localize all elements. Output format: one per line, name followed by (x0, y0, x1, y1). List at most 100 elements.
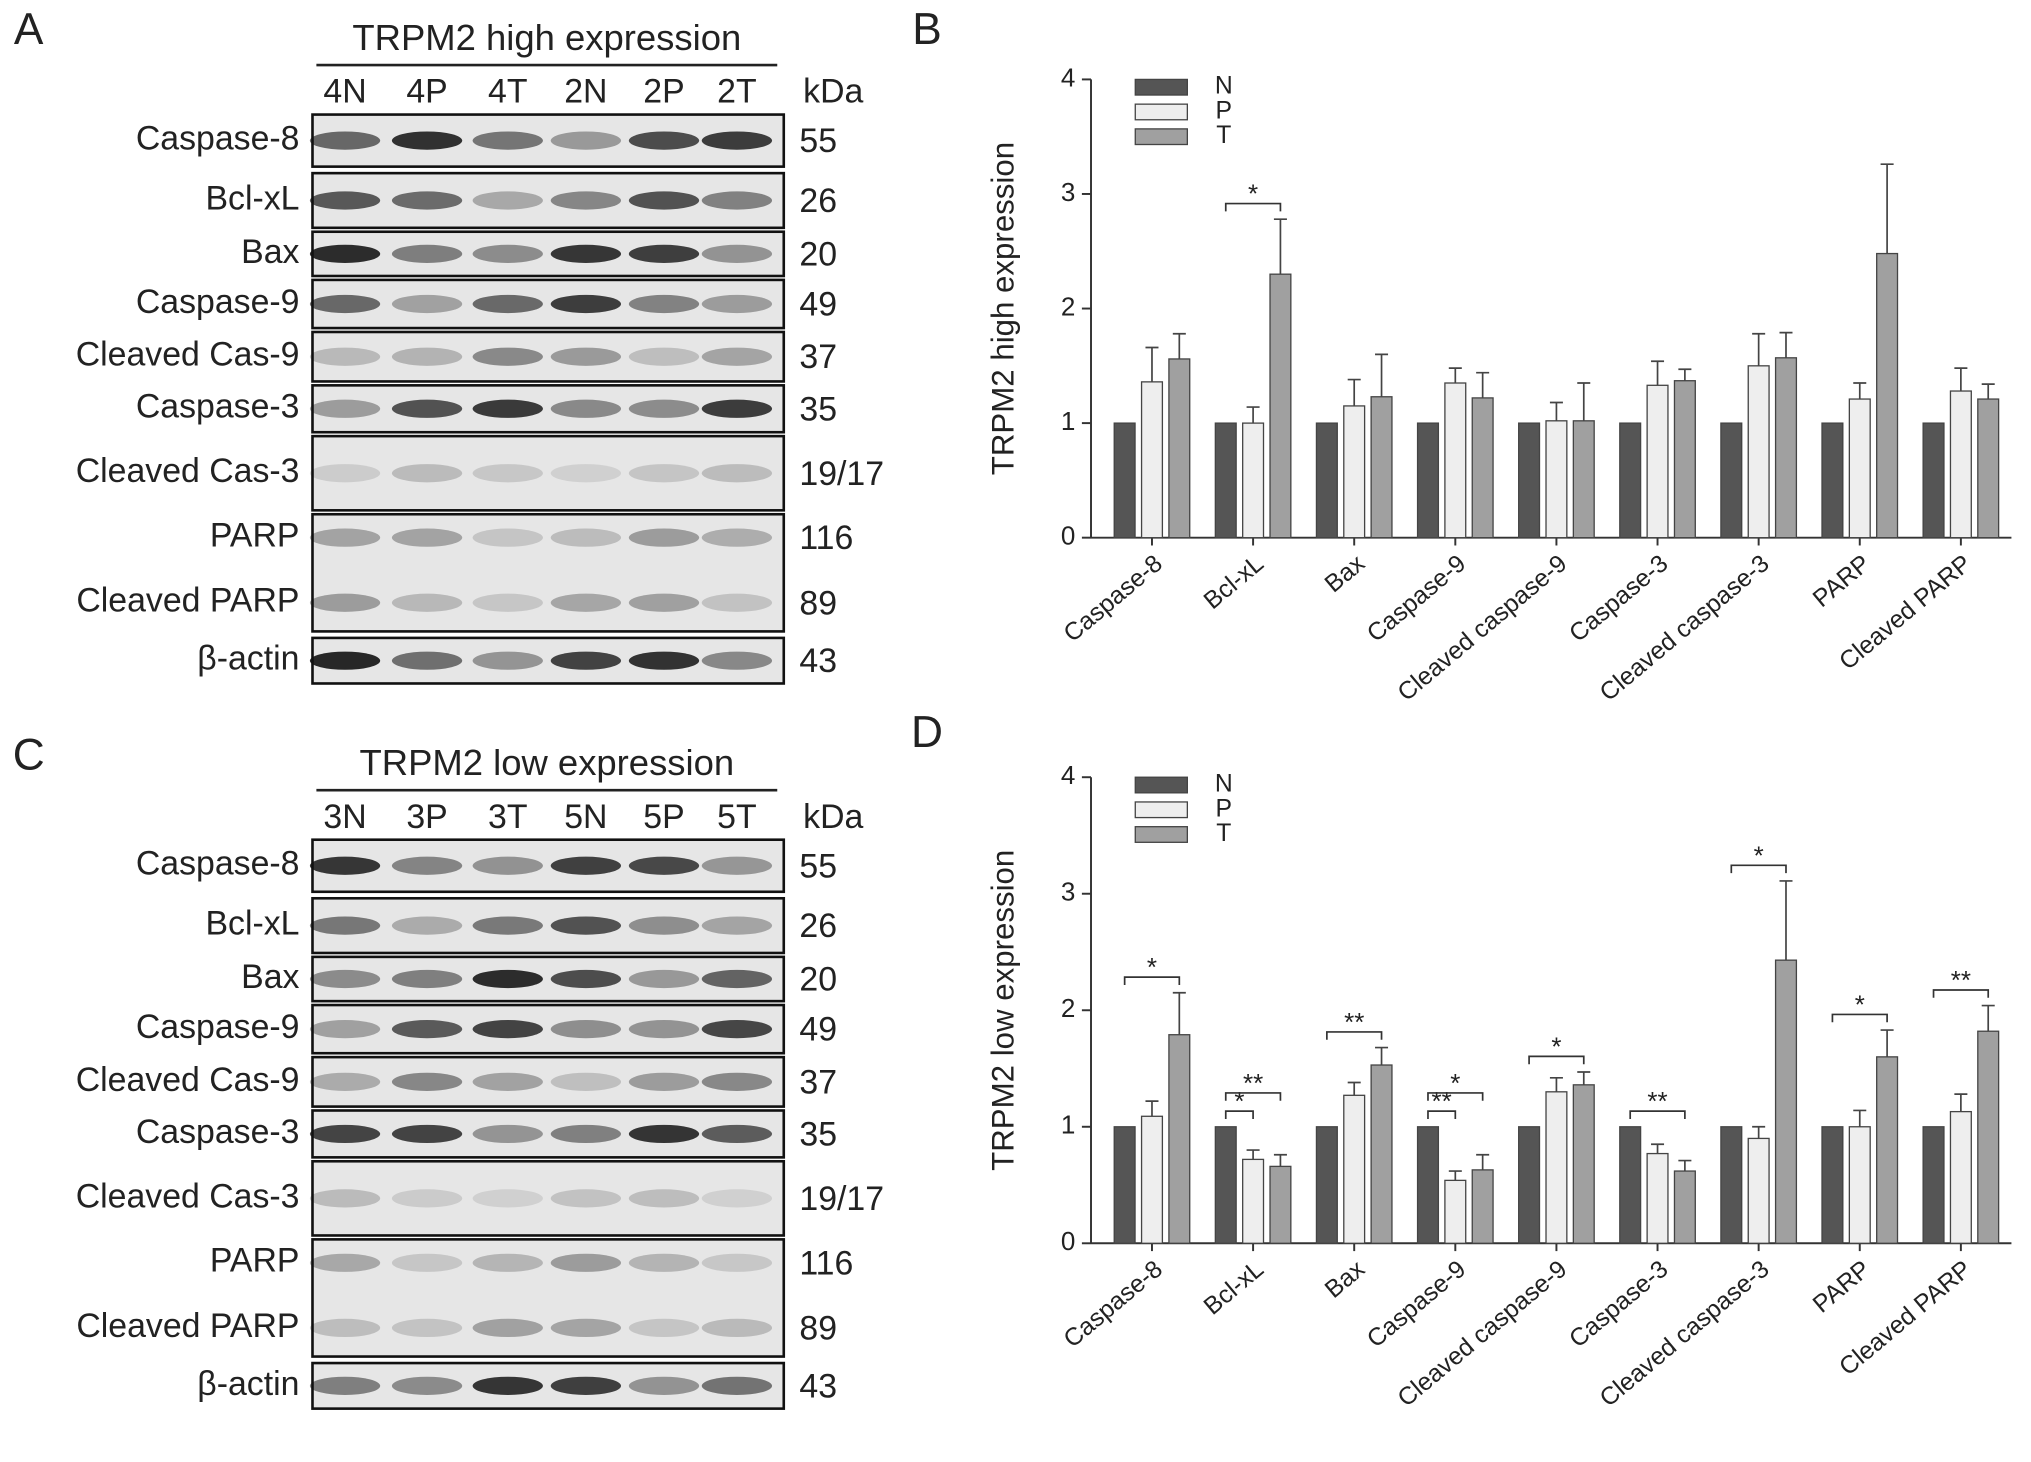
significance-label: * (1147, 952, 1157, 982)
blot-band (391, 969, 463, 989)
error-bar (1448, 367, 1462, 384)
blot-band (628, 593, 700, 612)
protein-label: Caspase-3 (136, 388, 300, 426)
error-bar (1752, 1125, 1766, 1139)
kda-label: 26 (799, 907, 837, 945)
blot-band (550, 399, 622, 418)
blot-band (701, 969, 773, 989)
bar (1343, 405, 1366, 539)
blot-band (309, 1072, 381, 1091)
bar (1876, 252, 1899, 539)
blot-band (391, 1020, 463, 1039)
bar (1518, 1126, 1541, 1244)
bar (1949, 390, 1972, 539)
legend-swatch (1134, 78, 1188, 96)
bar (1242, 1158, 1265, 1244)
blot-band (309, 399, 381, 418)
kda-label: 19/17 (799, 455, 884, 493)
y-tick-label: 3 (1061, 877, 1075, 907)
blot-band (701, 1253, 773, 1272)
error-bar (1981, 383, 1995, 400)
kda-label: 55 (799, 847, 837, 885)
significance-bracket (1224, 202, 1282, 212)
bar (1343, 1094, 1366, 1244)
bar (1848, 1126, 1871, 1244)
blot-band (701, 294, 773, 314)
blot-band (309, 1376, 381, 1395)
blot-band (628, 399, 700, 418)
lane-label: 3N (323, 798, 366, 836)
error-bar (1145, 346, 1159, 382)
x-tick-label: Bcl-xL (1199, 1256, 1269, 1321)
blot-band (628, 1253, 700, 1272)
significance-label: * (1234, 1086, 1244, 1116)
blot-band (472, 464, 543, 483)
bar (1949, 1110, 1972, 1244)
kda-label: 49 (799, 286, 837, 324)
blot-band (391, 294, 463, 314)
blot-band (628, 969, 700, 989)
blot-band (391, 593, 463, 612)
blot-band (550, 969, 622, 989)
blot-band (391, 131, 463, 150)
protein-label: Bax (241, 958, 299, 996)
error-bar (1549, 1076, 1563, 1092)
legend-swatch (1134, 801, 1188, 819)
blot-band (309, 593, 381, 612)
blot-band (472, 856, 543, 875)
error-bar (1375, 1046, 1389, 1066)
blot-membrane (311, 434, 786, 512)
blot-band (391, 464, 463, 483)
blot-band (701, 1124, 773, 1144)
bar (1444, 1179, 1467, 1244)
bar (1922, 422, 1945, 539)
blot-band (701, 464, 773, 483)
blot-band (701, 593, 773, 612)
blot-band (309, 1020, 381, 1039)
blot-band (309, 528, 381, 547)
kda-label: 37 (799, 1063, 837, 1101)
panel-label: B (912, 5, 942, 54)
lane-label: 4N (323, 73, 366, 111)
legend-swatch (1134, 776, 1188, 794)
blot-band (309, 651, 381, 670)
blot-band (550, 856, 622, 875)
bar (1168, 1034, 1191, 1244)
blot-band (550, 1189, 622, 1208)
lane-label: 2T (717, 73, 756, 111)
blot-band (472, 244, 543, 263)
blot-band (472, 1072, 543, 1091)
bar (1545, 420, 1568, 539)
blot-band (550, 347, 622, 366)
unit-label: kDa (803, 798, 863, 836)
unit-label: kDa (803, 73, 863, 111)
blot-band (550, 244, 622, 263)
blot-band (701, 191, 773, 210)
kda-label: 35 (799, 390, 837, 428)
blot-band (391, 916, 463, 935)
protein-label: PARP (210, 517, 300, 555)
blot-band (701, 1189, 773, 1208)
blot-band (309, 969, 381, 989)
blot-band (550, 464, 622, 483)
protein-label: Cleaved Cas-3 (76, 452, 300, 490)
blot-band (472, 1124, 543, 1144)
lane-label: 5T (717, 798, 756, 836)
blot-band (309, 856, 381, 875)
significance-bracket (1326, 1031, 1383, 1040)
blot-band (472, 969, 543, 989)
bar (1646, 1152, 1669, 1244)
protein-label: Bcl-xL (205, 905, 299, 943)
error-bar (1981, 1004, 1995, 1032)
blot-band (550, 916, 622, 935)
blot-band (628, 1376, 700, 1395)
blot-band (628, 528, 700, 547)
blot-band (550, 131, 622, 150)
error-bar (1577, 1071, 1591, 1085)
blot-band (550, 191, 622, 210)
blot-band (550, 294, 622, 314)
bar (1922, 1126, 1945, 1244)
legend-swatch (1134, 826, 1188, 843)
blot-membrane (311, 278, 786, 330)
